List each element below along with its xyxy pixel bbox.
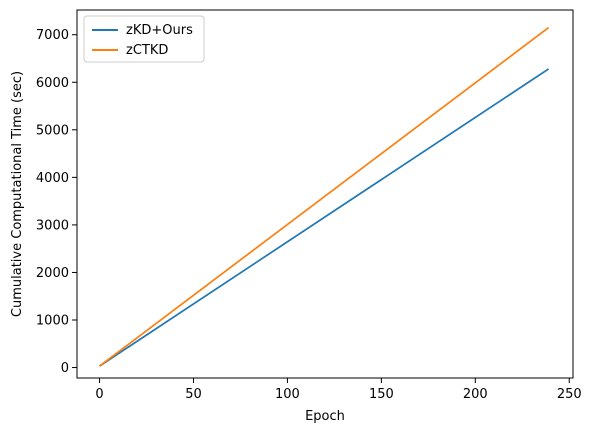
y-tick-label: 7000 — [36, 28, 69, 43]
y-tick-label: 3000 — [36, 218, 69, 233]
x-tick-label: 0 — [95, 387, 103, 402]
x-tick-label: 100 — [275, 387, 300, 402]
x-tick-label: 250 — [557, 387, 582, 402]
y-tick-label: 1000 — [36, 313, 69, 328]
x-tick-label: 200 — [463, 387, 488, 402]
y-tick-label: 0 — [61, 361, 69, 376]
y-axis-title: Cumulative Computational Time (sec) — [10, 71, 25, 317]
series-line — [99, 26, 550, 367]
series-line — [99, 68, 550, 367]
x-tick-label: 50 — [185, 387, 202, 402]
y-tick-label: 5000 — [36, 123, 69, 138]
y-tick-label: 4000 — [36, 171, 69, 186]
legend: zKD+Ours zCTKD — [83, 15, 205, 63]
series-layer — [99, 26, 550, 367]
x-axis-title: Epoch — [305, 409, 345, 424]
y-tick-label: 6000 — [36, 76, 69, 91]
x-tick-label: 150 — [369, 387, 394, 402]
plot-frame — [76, 9, 574, 379]
plot-area — [76, 9, 574, 379]
legend-label: zKD+Ours — [126, 23, 193, 38]
x-axis-ticks: 0 50 100 150 200 250 — [95, 378, 582, 402]
y-axis-ticks: 0 1000 2000 3000 4000 5000 6000 7000 — [36, 28, 77, 376]
legend-label: zCTKD — [126, 43, 168, 58]
y-tick-label: 2000 — [36, 266, 69, 281]
